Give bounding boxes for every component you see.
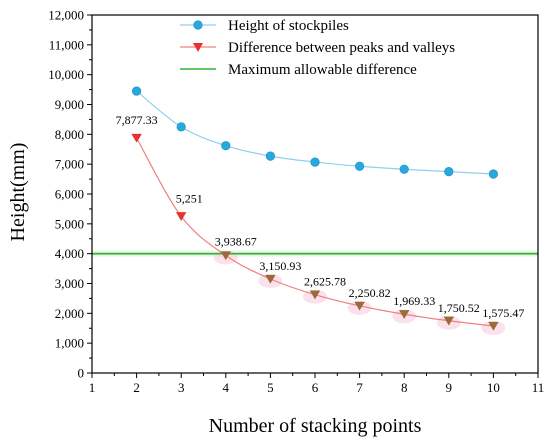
- data-label-difference: 2,625.78: [304, 275, 346, 289]
- legend: Height of stockpiles Difference between p…: [180, 18, 455, 78]
- x-tick-label: 5: [267, 380, 274, 395]
- y-tick-label: 5,000: [55, 216, 84, 231]
- x-tick-label: 6: [312, 380, 319, 395]
- point-difference: [443, 316, 454, 326]
- x-tick-label: 2: [133, 380, 140, 395]
- x-axis-title: Number of stacking points: [209, 415, 422, 437]
- y-tick-label: 4,000: [55, 246, 84, 261]
- point-height-of-stockpiles: [399, 164, 409, 174]
- data-label-difference: 3,150.93: [259, 259, 301, 273]
- data-label-difference: 3,938.67: [215, 234, 257, 248]
- legend-marker-difference: [193, 43, 203, 52]
- point-difference: [265, 274, 276, 284]
- y-axis-title: Height(mm): [7, 143, 29, 242]
- point-difference: [354, 301, 365, 311]
- data-label-difference: 5,251: [176, 191, 203, 205]
- point-height-of-stockpiles: [132, 86, 142, 96]
- data-label-difference: 2,250.82: [349, 286, 391, 300]
- x-tick-label: 11: [532, 380, 545, 395]
- y-tick-label: 11,000: [49, 37, 84, 52]
- y-tick-label: 3,000: [55, 276, 84, 291]
- point-height-of-stockpiles: [444, 167, 454, 177]
- y-tick-label: 10,000: [48, 67, 84, 82]
- x-tick-label: 4: [223, 380, 230, 395]
- y-tick-label: 2,000: [55, 306, 84, 321]
- data-label-difference: 7,877.33: [116, 113, 158, 127]
- point-height-of-stockpiles: [310, 157, 320, 167]
- y-tick-label: 0: [78, 366, 85, 381]
- point-difference: [176, 212, 187, 222]
- x-tick-label: 1: [89, 380, 96, 395]
- point-difference: [220, 251, 231, 261]
- data-label-difference: 1,575.47: [482, 306, 524, 320]
- x-tick-label: 7: [356, 380, 363, 395]
- point-difference: [131, 133, 142, 143]
- legend-label-height: Height of stockpiles: [228, 18, 349, 34]
- x-tick-label: 10: [487, 380, 500, 395]
- data-label-difference: 1,750.52: [438, 301, 480, 315]
- y-tick-label: 6,000: [55, 187, 84, 202]
- data-label-difference: 1,969.33: [393, 294, 435, 308]
- x-tick-label: 8: [401, 380, 408, 395]
- point-difference: [309, 290, 321, 300]
- point-height-of-stockpiles: [221, 141, 231, 151]
- point-height-of-stockpiles: [355, 161, 365, 171]
- point-difference: [399, 310, 410, 319]
- x-tick-label: 3: [178, 380, 185, 395]
- point-height-of-stockpiles: [488, 169, 499, 179]
- y-tick-label: 9,000: [55, 97, 84, 112]
- y-tick-label: 1,000: [55, 336, 84, 351]
- y-tick-label: 7,000: [55, 157, 84, 172]
- y-tick-label: 12,000: [48, 8, 84, 23]
- x-tick-label: 9: [446, 380, 453, 395]
- y-tick-label: 8,000: [55, 127, 84, 142]
- point-height-of-stockpiles: [265, 151, 276, 161]
- legend-label-max: Maximum allowable difference: [228, 62, 417, 78]
- legend-label-difference: Difference between peaks and valleys: [228, 40, 455, 56]
- point-difference: [488, 321, 499, 331]
- legend-marker-height: [193, 20, 203, 30]
- point-height-of-stockpiles: [176, 122, 186, 132]
